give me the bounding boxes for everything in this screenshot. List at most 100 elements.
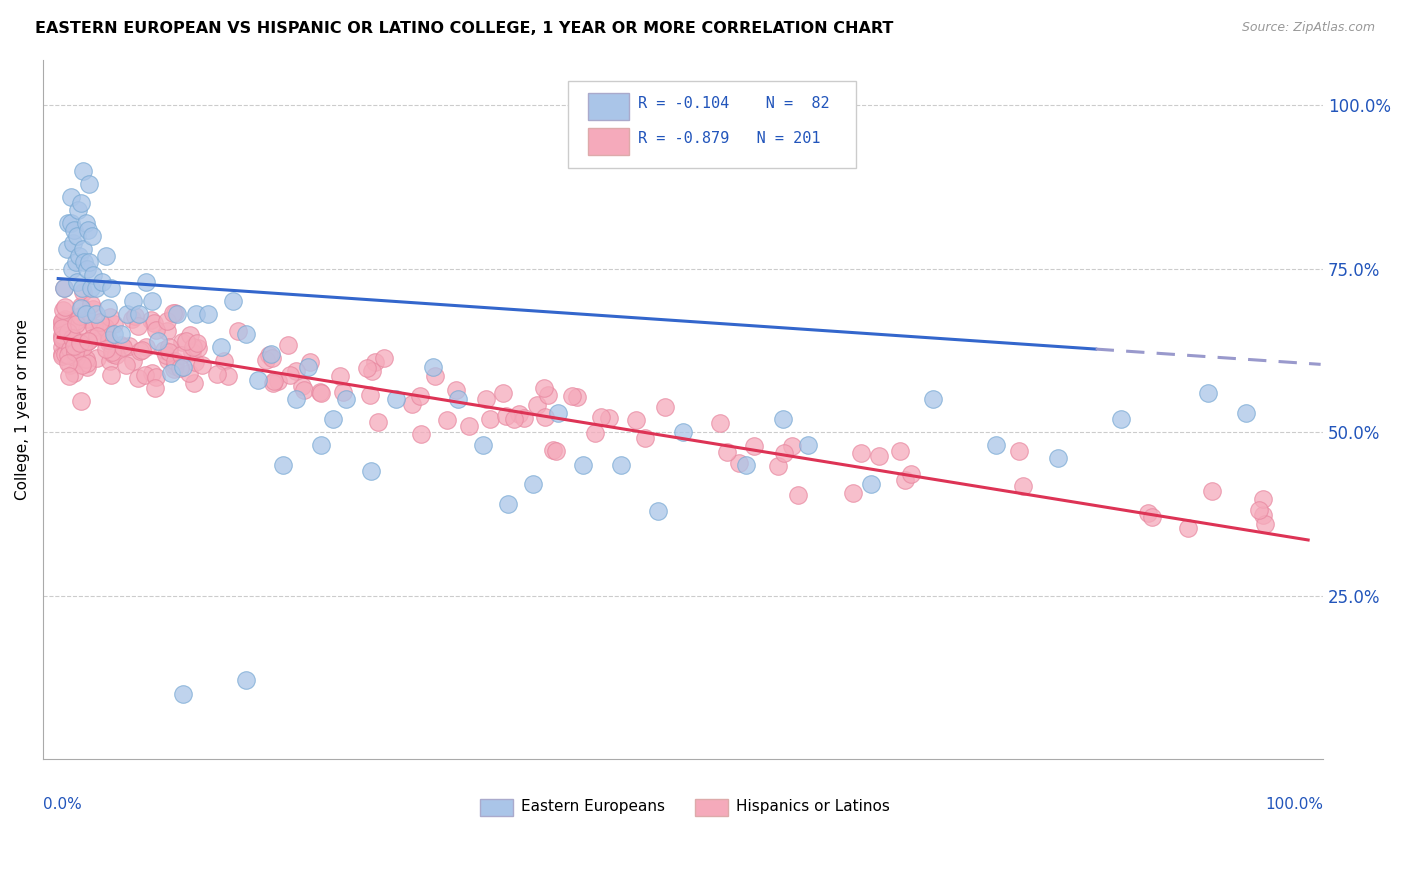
Point — [183, 376, 205, 390]
Point — [51, 332, 73, 346]
Point — [1201, 484, 1223, 499]
Point — [148, 334, 170, 348]
Point — [859, 477, 882, 491]
Point — [186, 335, 208, 350]
Point — [266, 374, 288, 388]
Point — [409, 427, 432, 442]
Point — [1109, 412, 1132, 426]
Point — [121, 312, 143, 326]
Point — [59, 190, 82, 204]
Point — [51, 347, 73, 361]
FancyBboxPatch shape — [568, 80, 856, 168]
Point — [51, 314, 73, 328]
Point — [62, 319, 84, 334]
Point — [634, 431, 657, 445]
Point — [69, 309, 91, 323]
Point — [56, 340, 79, 354]
Point — [100, 368, 122, 383]
Point — [76, 334, 98, 349]
Point — [181, 345, 204, 359]
Point — [52, 334, 75, 348]
Point — [65, 255, 87, 269]
Point — [76, 356, 98, 370]
Point — [169, 361, 191, 376]
Point — [401, 397, 423, 411]
Point — [51, 315, 73, 329]
Point — [496, 497, 519, 511]
Point — [165, 353, 187, 368]
Point — [526, 398, 548, 412]
Point — [103, 318, 125, 332]
Point — [76, 261, 98, 276]
Point — [177, 366, 200, 380]
Point — [156, 314, 179, 328]
Point — [70, 359, 93, 373]
Point — [98, 310, 121, 325]
Point — [66, 342, 89, 356]
Point — [110, 338, 132, 352]
Point — [984, 438, 1007, 452]
Point — [583, 426, 606, 441]
Y-axis label: College, 1 year or more: College, 1 year or more — [15, 318, 30, 500]
Point — [53, 347, 76, 361]
Point — [80, 229, 103, 244]
Point — [356, 360, 378, 375]
Point — [103, 347, 125, 361]
Point — [422, 359, 444, 374]
Point — [66, 229, 89, 244]
Point — [222, 294, 245, 309]
Point — [742, 440, 765, 454]
Point — [58, 368, 80, 383]
Point — [447, 392, 470, 407]
Point — [156, 324, 179, 338]
Point — [842, 485, 865, 500]
Point — [56, 356, 79, 370]
Point — [436, 413, 458, 427]
FancyBboxPatch shape — [589, 93, 630, 120]
Point — [72, 242, 94, 256]
Point — [52, 314, 75, 328]
Point — [127, 370, 149, 384]
Point — [72, 285, 94, 300]
Point — [80, 281, 103, 295]
Point — [1047, 451, 1070, 466]
Point — [472, 438, 495, 452]
Point — [65, 317, 87, 331]
Point — [572, 458, 595, 472]
Point — [122, 294, 145, 309]
Point — [869, 450, 891, 464]
Point — [165, 359, 187, 374]
Point — [141, 294, 163, 309]
Point — [894, 473, 917, 487]
Point — [647, 503, 669, 517]
Point — [143, 316, 166, 330]
Point — [772, 412, 794, 426]
Point — [547, 405, 569, 419]
Point — [52, 323, 75, 337]
Point — [609, 458, 631, 472]
FancyBboxPatch shape — [589, 128, 630, 154]
Point — [217, 369, 239, 384]
FancyBboxPatch shape — [695, 799, 728, 815]
Point — [478, 411, 501, 425]
Point — [624, 413, 647, 427]
Point — [165, 306, 187, 320]
Point — [672, 425, 695, 439]
Point — [59, 216, 82, 230]
Point — [62, 366, 84, 380]
Point — [541, 443, 564, 458]
Point — [284, 392, 307, 407]
Point — [77, 222, 100, 236]
Point — [174, 334, 197, 348]
Point — [322, 412, 344, 426]
Point — [145, 381, 167, 395]
Point — [332, 385, 354, 400]
Point — [69, 301, 91, 315]
Point — [100, 281, 122, 295]
Point — [115, 359, 138, 373]
Point — [80, 297, 103, 311]
Point — [76, 334, 98, 348]
Point — [922, 392, 945, 407]
Point — [235, 327, 257, 342]
Point — [127, 318, 149, 333]
